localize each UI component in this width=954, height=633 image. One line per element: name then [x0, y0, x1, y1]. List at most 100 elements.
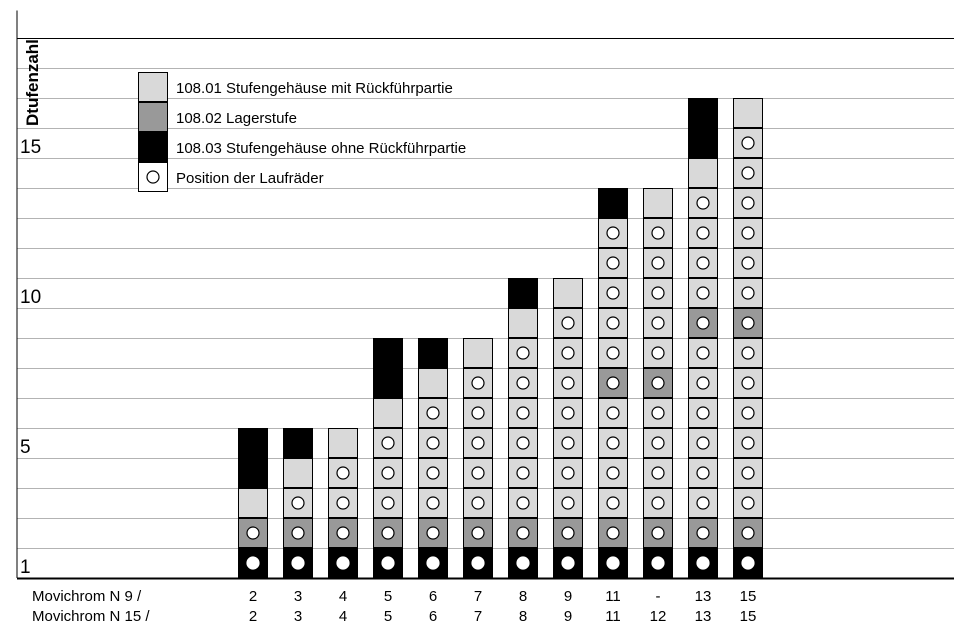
y-tick-label: 15 — [20, 137, 41, 158]
laufrad-icon — [651, 466, 665, 480]
laufrad-icon — [741, 466, 755, 480]
laufrad-icon — [741, 166, 755, 180]
laufrad-icon — [696, 556, 710, 570]
laufrad-icon — [471, 376, 485, 390]
laufrad-icon — [561, 376, 575, 390]
laufrad-icon — [561, 466, 575, 480]
laufrad-icon — [696, 376, 710, 390]
laufrad-icon — [606, 256, 620, 270]
laufrad-icon — [336, 556, 350, 570]
column-label-n15: 7 — [474, 608, 482, 625]
laufrad-icon — [381, 436, 395, 450]
block-cell — [463, 428, 493, 458]
column-label-n9: 5 — [384, 588, 392, 605]
laufrad-icon — [471, 466, 485, 480]
block-cell — [238, 488, 268, 518]
column-label-n9: 7 — [474, 588, 482, 605]
column-label-n15: 13 — [695, 608, 712, 625]
laufrad-icon — [651, 346, 665, 360]
laufrad-icon — [696, 406, 710, 420]
column-label-n9: 15 — [740, 588, 757, 605]
column-label-n9: 2 — [249, 588, 257, 605]
column-label-n15: 6 — [429, 608, 437, 625]
laufrad-icon — [651, 496, 665, 510]
laufrad-icon — [651, 436, 665, 450]
laufrad-icon — [651, 526, 665, 540]
column-label-n15: 8 — [519, 608, 527, 625]
legend-swatch — [138, 72, 168, 102]
laufrad-icon — [741, 376, 755, 390]
laufrad-icon — [291, 496, 305, 510]
laufrad-icon — [606, 226, 620, 240]
block-cell — [238, 428, 268, 458]
laufrad-icon — [696, 466, 710, 480]
laufrad-icon — [741, 526, 755, 540]
laufrad-icon — [471, 496, 485, 510]
laufrad-icon — [381, 526, 395, 540]
block-column — [463, 338, 493, 578]
block-cell — [598, 188, 628, 218]
laufrad-icon — [741, 226, 755, 240]
y-tick-label: 5 — [20, 437, 31, 458]
laufrad-icon — [246, 556, 260, 570]
block-cell — [598, 488, 628, 518]
legend-swatch — [138, 132, 168, 162]
laufrad-icon — [561, 436, 575, 450]
laufrad-icon — [561, 556, 575, 570]
column-labels: 2 2 3 3 4 4 5 5 6 6 7 7 8 8 9 9 11 11 - 12 13 13 15 15 — [249, 588, 757, 625]
block-column — [418, 338, 448, 578]
laufrad-icon — [381, 466, 395, 480]
column-label-n9: 8 — [519, 588, 527, 605]
laufrad-icon — [561, 316, 575, 330]
laufrad-icon — [696, 256, 710, 270]
column-label-n9: 13 — [695, 588, 712, 605]
block-column — [553, 278, 583, 578]
block-cell — [373, 368, 403, 398]
laufrad-icon — [516, 346, 530, 360]
block-cell — [508, 368, 538, 398]
laufrad-icon — [336, 466, 350, 480]
laufrad-icon — [651, 316, 665, 330]
column-label-n15: 2 — [249, 608, 257, 625]
block-cell — [418, 338, 448, 368]
laufrad-icon — [741, 256, 755, 270]
laufrad-icon — [651, 556, 665, 570]
block-cell — [553, 488, 583, 518]
block-column — [373, 338, 403, 578]
laufrad-icon — [606, 286, 620, 300]
laufrad-icon — [606, 316, 620, 330]
y-axis-title: Dtufenzahl — [23, 39, 42, 126]
laufrad-icon — [381, 496, 395, 510]
laufrad-icon — [471, 436, 485, 450]
laufrad-icon — [696, 196, 710, 210]
y-tick-label: 1 — [20, 557, 31, 578]
laufrad-icon — [651, 406, 665, 420]
column-label-n15: 9 — [564, 608, 572, 625]
laufrad-icon — [696, 436, 710, 450]
laufrad-icon — [516, 496, 530, 510]
block-cell — [688, 98, 718, 128]
block-cell — [733, 248, 763, 278]
laufrad-icon — [471, 526, 485, 540]
block-column — [283, 428, 313, 578]
block-cell — [373, 458, 403, 488]
laufrad-icon — [426, 556, 440, 570]
laufrad-icon — [561, 496, 575, 510]
laufrad-icon — [696, 496, 710, 510]
laufrad-icon — [561, 346, 575, 360]
legend-label: Position der Laufräder — [176, 170, 324, 187]
block-cell — [688, 158, 718, 188]
gridlines — [17, 38, 954, 579]
laufrad-icon — [561, 526, 575, 540]
laufrad-icon — [606, 496, 620, 510]
laufrad-icon — [606, 346, 620, 360]
laufrad-icon — [741, 496, 755, 510]
laufrad-icon — [336, 496, 350, 510]
block-cell — [238, 458, 268, 488]
laufrad-icon — [516, 376, 530, 390]
column-label-n9: 11 — [605, 588, 621, 605]
block-column — [643, 188, 673, 578]
block-cell — [373, 548, 403, 578]
